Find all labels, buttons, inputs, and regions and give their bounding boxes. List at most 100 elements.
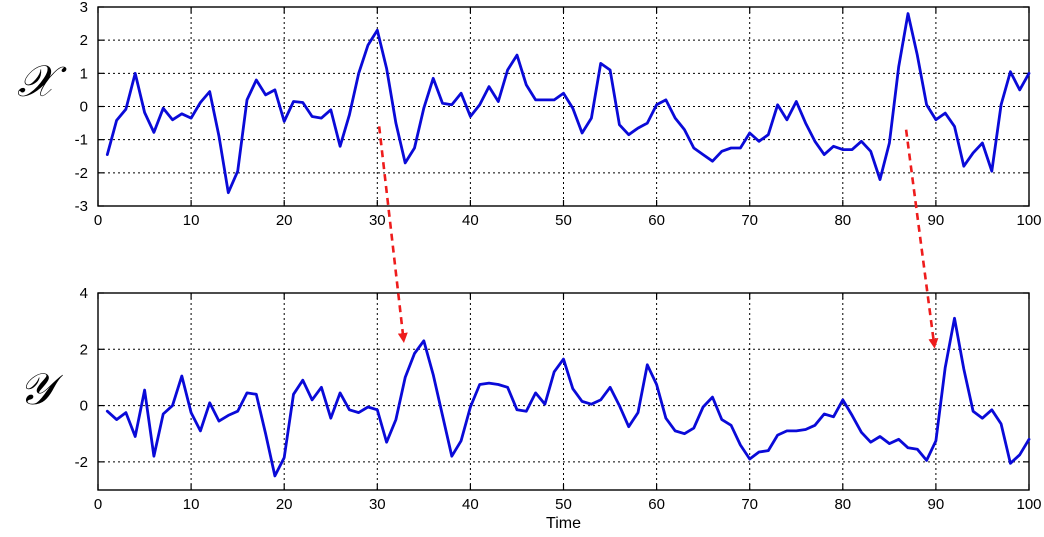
series-line [105, 316, 1031, 478]
data-point [693, 147, 695, 149]
x-tick-label: 0 [94, 212, 102, 229]
data-point [721, 418, 723, 420]
data-point [302, 379, 304, 381]
data-point [758, 451, 760, 453]
data-point [255, 79, 257, 81]
data-point [460, 92, 462, 94]
data-point [991, 170, 993, 172]
x-tick-label: 50 [555, 212, 572, 229]
data-point [972, 152, 974, 154]
data-point [553, 371, 555, 373]
data-point [525, 84, 527, 86]
data-point [330, 109, 332, 111]
data-point [795, 100, 797, 102]
data-point [627, 133, 629, 135]
data-point [357, 411, 359, 413]
data-point [153, 455, 155, 457]
data-point [581, 400, 583, 402]
data-point [1000, 423, 1002, 425]
data-point [181, 113, 183, 115]
data-point [544, 99, 546, 101]
data-point [860, 140, 862, 142]
data-point [879, 178, 881, 180]
data-point [925, 104, 927, 106]
data-point [981, 142, 983, 144]
data-point [991, 409, 993, 411]
data-point [590, 117, 592, 119]
data-point [618, 124, 620, 126]
data-point [814, 140, 816, 142]
data-point [600, 62, 602, 64]
data-point [376, 29, 378, 31]
x-tick-label: 70 [741, 212, 758, 229]
data-point [963, 368, 965, 370]
data-point [320, 117, 322, 119]
data-point [944, 366, 946, 368]
data-point [590, 403, 592, 405]
data-point [739, 147, 741, 149]
data-point [274, 89, 276, 91]
data-point [199, 430, 201, 432]
data-point [125, 411, 127, 413]
data-point [330, 417, 332, 419]
data-point [339, 145, 341, 147]
data-point [246, 392, 248, 394]
y-tick-label: 0 [80, 398, 88, 415]
y-tick-label: 4 [80, 285, 88, 302]
data-point [627, 425, 629, 427]
data-point [413, 352, 415, 354]
y-tick-label: -1 [75, 132, 88, 149]
data-point [218, 420, 220, 422]
data-point [646, 364, 648, 366]
series-line [105, 12, 1031, 195]
data-point [264, 94, 266, 96]
data-point [395, 122, 397, 124]
data-point [432, 77, 434, 79]
data-point [143, 111, 145, 113]
data-point [1018, 454, 1020, 456]
data-point [1018, 89, 1020, 91]
data-point [711, 160, 713, 162]
data-point [469, 115, 471, 117]
data-point [907, 447, 909, 449]
data-point [171, 119, 173, 121]
data-point [488, 382, 490, 384]
data-point [916, 448, 918, 450]
data-point [981, 417, 983, 419]
data-point [227, 414, 229, 416]
data-point [479, 383, 481, 385]
y-series-plot: 0 10 20 30 40 50 60 70 80 90 100 -2 0 2 4 𝒴 Time [19, 285, 1042, 532]
data-point [209, 402, 211, 404]
data-point [534, 392, 536, 394]
data-point [693, 427, 695, 429]
data-point [702, 153, 704, 155]
x-tick-label: 40 [462, 212, 479, 229]
data-point [888, 142, 890, 144]
data-point [776, 104, 778, 106]
plot-frame [97, 292, 1030, 491]
data-point [441, 102, 443, 104]
y-tick-label: -2 [75, 165, 88, 182]
data-point [832, 145, 834, 147]
data-point [786, 119, 788, 121]
data-point [749, 458, 751, 460]
data-point [637, 411, 639, 413]
data-point [497, 383, 499, 385]
data-point [162, 413, 164, 415]
series-name-label: 𝒴 [19, 364, 64, 415]
data-point [451, 104, 453, 106]
data-point [115, 119, 117, 121]
data-point [302, 101, 304, 103]
data-point [851, 148, 853, 150]
data-point [674, 430, 676, 432]
data-point [972, 410, 974, 412]
data-point [199, 101, 201, 103]
data-point [1028, 72, 1030, 74]
series-name-label: 𝒳 [17, 56, 67, 107]
data-point [451, 455, 453, 457]
data-point [749, 132, 751, 134]
data-point [283, 456, 285, 458]
x-tick-label: 80 [834, 496, 851, 513]
data-point [916, 54, 918, 56]
